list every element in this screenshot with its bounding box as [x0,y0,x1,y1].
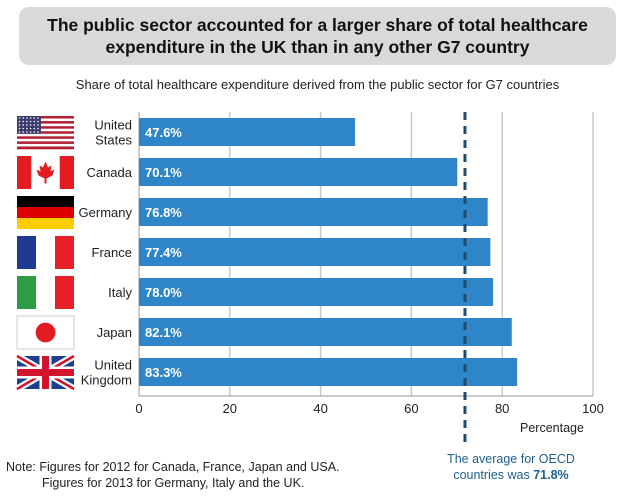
japan-flag-icon [16,315,75,350]
x-tick-label: 40 [313,401,327,416]
x-tick-label: 20 [223,401,237,416]
title-box: The public sector accounted for a larger… [19,7,616,65]
bar-value-label: 70.1% [145,165,182,180]
chart-subtitle: Share of total healthcare expenditure de… [75,77,560,92]
footnote-line-1: Note: Figures for 2012 for Canada, Franc… [6,460,340,474]
bar-value-label: 78.0% [145,285,182,300]
bar-value-label: 83.3% [145,365,182,380]
x-tick-label: 80 [495,401,509,416]
x-tick-label: 60 [404,401,418,416]
bar-value-label: 47.6% [145,125,182,140]
bar [139,318,512,346]
germany-flag-icon [17,196,74,229]
category-label: Canada [86,165,132,180]
footnote-line-2: Figures for 2013 for Germany, Italy and … [42,476,305,490]
canada-flag-icon [17,156,74,189]
x-tick-label: 0 [135,401,142,416]
italy-flag-icon [17,276,74,309]
category-label: United States [94,118,132,148]
category-label: United Kingdom [81,358,132,388]
footnote: Note: Figures for 2012 for Canada, Franc… [6,459,340,491]
france-flag-icon [17,236,74,269]
bar [139,198,488,226]
bar-value-label: 77.4% [145,245,182,260]
average-annotation-value: 71.8% [533,468,569,482]
bar [139,278,494,306]
category-label: Italy [108,285,132,300]
bar [139,238,491,266]
uk-flag-icon [15,352,76,393]
usa-flag-icon [17,116,74,150]
category-label: Germany [79,205,133,220]
x-axis-label: Percentage [520,421,584,435]
average-annotation: The average for OECD countries was 71.8% [436,451,586,483]
bar [139,118,356,146]
bar [139,358,518,386]
bar-value-label: 82.1% [145,325,182,340]
average-annotation-text: The average for OECD countries was [447,452,575,482]
category-label: Japan [97,325,132,340]
category-label: France [92,245,132,260]
bar-value-label: 76.8% [145,205,182,220]
bar [139,158,458,186]
chart-title: The public sector accounted for a larger… [47,15,588,57]
x-tick-label: 100 [582,401,604,416]
